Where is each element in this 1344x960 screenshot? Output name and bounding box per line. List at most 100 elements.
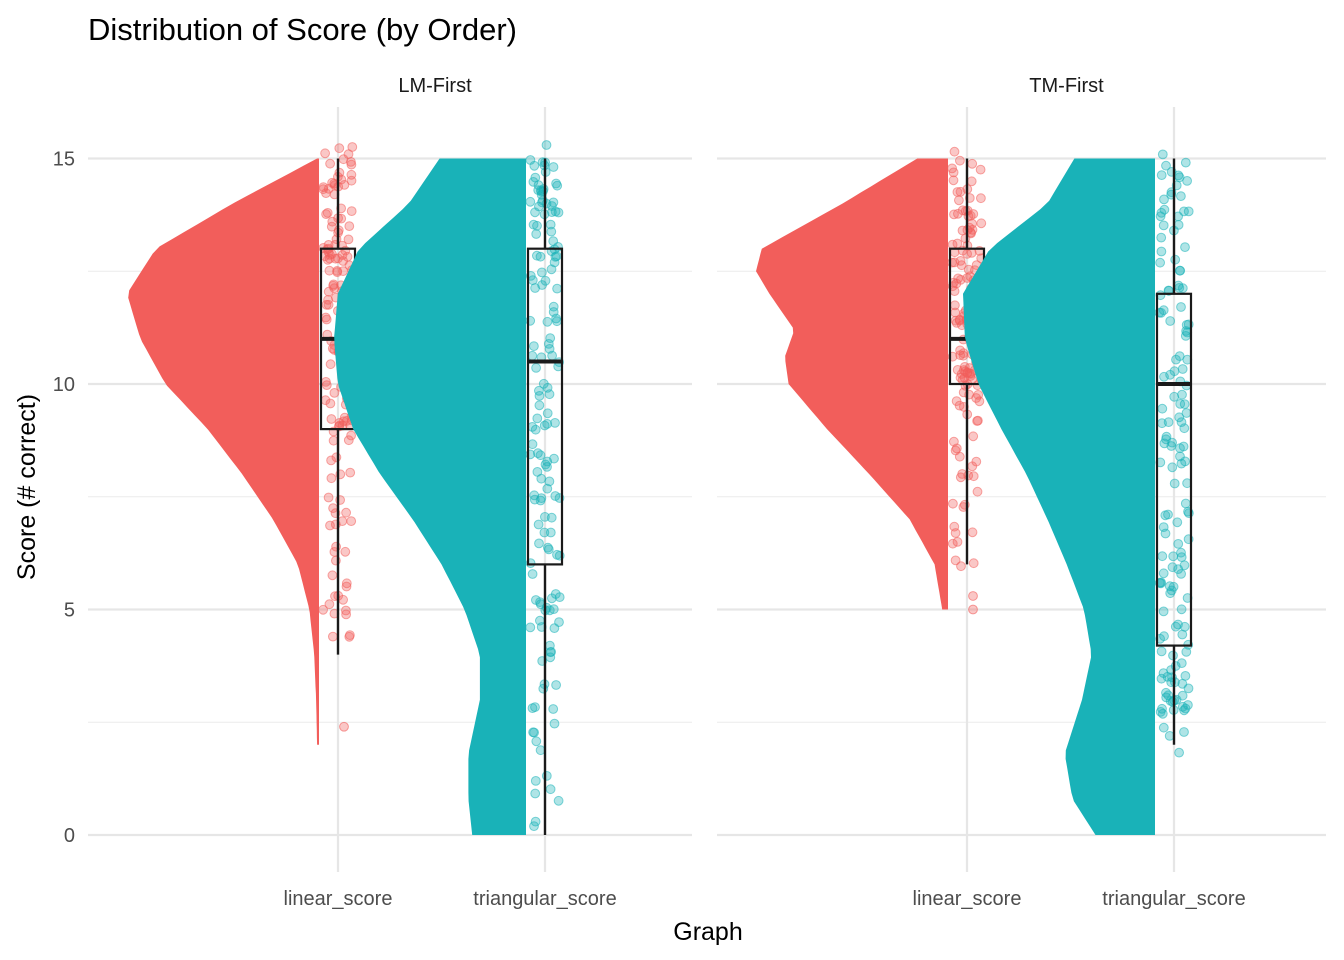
jitter-point <box>547 350 557 361</box>
jitter-point <box>548 162 559 172</box>
jitter-point <box>1156 673 1167 684</box>
jitter-point <box>949 436 959 447</box>
jitter-point <box>948 498 958 509</box>
jitter-point <box>532 413 543 424</box>
jitter-point <box>955 256 966 266</box>
jitter-point <box>548 704 559 714</box>
jitter-point <box>325 158 336 169</box>
jitter-point <box>346 516 357 526</box>
chart-title: Distribution of Score (by Order) <box>88 12 517 47</box>
jitter-point <box>321 380 332 391</box>
jitter-point <box>1157 403 1168 414</box>
jitter-point <box>540 459 551 470</box>
jitter-point <box>550 589 561 599</box>
jitter-point <box>530 788 541 799</box>
jitter-point <box>532 250 542 261</box>
jitter-point <box>534 391 545 401</box>
jitter-point <box>324 265 335 276</box>
jitter-point <box>544 476 555 487</box>
density-half-violin <box>334 158 526 835</box>
jitter-point <box>545 219 556 230</box>
jitter-point <box>1175 451 1185 462</box>
jitter-point <box>1158 568 1169 579</box>
jitter-point <box>527 275 538 286</box>
jitter-point <box>534 538 544 549</box>
jitter-point <box>527 569 538 579</box>
jitter-point <box>1157 708 1168 719</box>
jitter-point <box>535 745 546 756</box>
jitter-point <box>325 398 336 409</box>
jitter-point <box>1173 619 1183 630</box>
jitter-point <box>531 363 541 373</box>
jitter-point <box>967 461 978 472</box>
jitter-point <box>540 275 551 286</box>
box-iqr <box>1155 292 1193 647</box>
jitter-point <box>542 483 553 494</box>
jitter-point <box>1182 176 1192 186</box>
jitter-point <box>323 299 334 310</box>
jitter-point <box>339 180 350 190</box>
box-iqr <box>526 247 564 566</box>
jitter-point <box>543 339 554 349</box>
jitter-point <box>956 561 966 572</box>
jitter-point <box>950 445 961 456</box>
jitter-point <box>341 605 351 616</box>
jitter-point <box>541 771 552 781</box>
jitter-point <box>1177 690 1188 701</box>
jitter-point <box>343 435 354 446</box>
jitter-point <box>341 578 352 589</box>
jitter-point <box>1183 683 1194 694</box>
jitter-point <box>1176 458 1187 469</box>
jitter-point <box>1159 194 1169 205</box>
jitter-point <box>321 209 332 220</box>
jitter-point <box>958 348 969 359</box>
y-tick-label: 0 <box>64 825 75 847</box>
jitter-point <box>344 631 355 642</box>
jitter-point <box>968 558 979 569</box>
jitter-point <box>531 736 542 747</box>
jitter-point <box>525 622 536 633</box>
jitter-point <box>1173 280 1184 291</box>
outlier-point <box>968 604 978 615</box>
jitter-point <box>1168 581 1179 592</box>
jitter-point <box>1157 418 1167 429</box>
jitter-point <box>1177 389 1187 400</box>
jitter-point <box>324 253 335 264</box>
jitter-point <box>535 251 546 262</box>
jitter-point <box>1179 423 1190 434</box>
jitter-point <box>951 396 962 407</box>
jitter-point <box>326 473 337 484</box>
jitter-point <box>955 186 966 197</box>
jitter-point <box>537 267 547 278</box>
jitter-point <box>955 472 966 483</box>
jitter-point <box>546 226 557 237</box>
jitter-point <box>542 408 553 419</box>
jitter-point <box>530 207 540 218</box>
x-tick-label: linear_score <box>913 888 1022 910</box>
jitter-point <box>332 266 343 276</box>
jitter-point <box>318 182 329 193</box>
jitter-point <box>951 318 962 328</box>
jitter-point <box>1173 539 1184 549</box>
y-tick-label: 5 <box>64 600 75 622</box>
jitter-point <box>529 341 539 352</box>
outlier-point <box>339 721 349 732</box>
jitter-point <box>542 419 553 429</box>
jitter-point <box>346 430 357 441</box>
jitter-point <box>1158 305 1169 316</box>
jitter-point <box>1176 604 1187 615</box>
jitter-point <box>967 374 977 385</box>
jitter-point <box>955 155 965 166</box>
jitter-point <box>550 418 560 428</box>
jitter-point <box>327 570 338 581</box>
jitter-point <box>1156 246 1167 257</box>
jitter-point <box>327 216 338 227</box>
jitter-point <box>535 597 545 607</box>
jitter-point <box>527 703 538 713</box>
jitter-point <box>536 473 547 484</box>
jitter-point <box>1158 722 1169 733</box>
jitter-point <box>344 221 355 232</box>
jitter-point <box>535 615 545 626</box>
jitter-point <box>949 146 960 157</box>
jitter-point <box>337 516 348 526</box>
